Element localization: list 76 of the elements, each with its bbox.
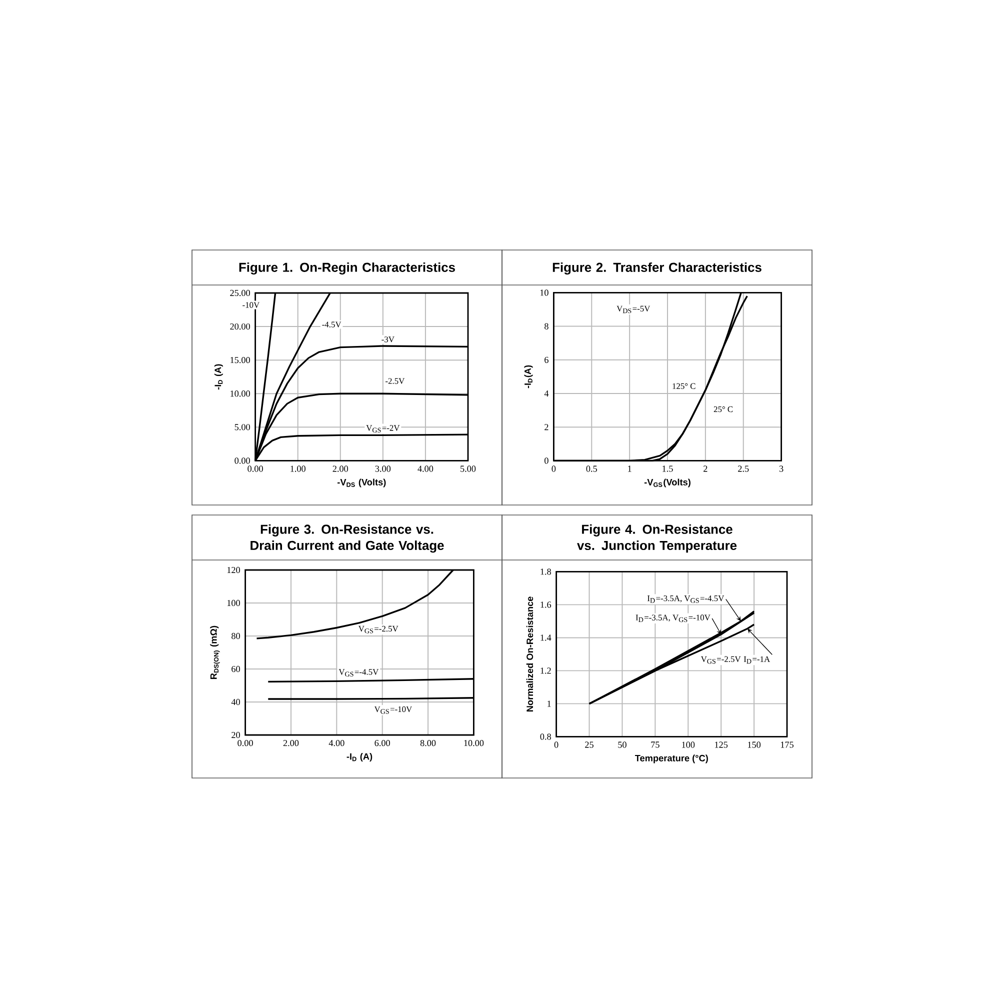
x-tick-label: 3.00 (375, 466, 391, 472)
y-axis-title: -I$_{D}$ (A) (214, 364, 223, 390)
series-label: I$_{D}$=-3.5A, V$_{GS}$=-10V (636, 614, 710, 622)
y-tick-label: 10 (540, 290, 548, 296)
chart-title: Figure 3. On-Resistance vs. Drain Current and Gate Voltage (250, 524, 444, 553)
y-tick-label: 0.00 (234, 458, 250, 464)
x-tick-label: 8.00 (420, 740, 436, 746)
y-tick-label: 80 (232, 632, 240, 640)
series-label: -2.5V (386, 378, 405, 384)
x-tick-label: 175 (780, 742, 794, 748)
x-axis-title: -I$_{D}$ (A) (346, 753, 372, 762)
x-tick-label: 100 (682, 742, 695, 748)
x-axis-title: Temperature (°C) (634, 754, 708, 764)
y-tick-label: 25.00 (230, 290, 250, 296)
annotation: V$_{DS}$=-5V (616, 306, 650, 314)
x-tick-label: 2 (704, 466, 708, 472)
y-tick-label: 1.8 (540, 568, 551, 575)
x-tick-label: 6.00 (374, 740, 390, 746)
x-tick-label: 75 (651, 742, 660, 748)
x-tick-label: 10.00 (464, 740, 484, 746)
x-tick-label: 0 (554, 742, 558, 748)
x-tick-label: 1 (628, 466, 632, 472)
x-tick-label: 0.5 (586, 466, 597, 472)
y-tick-label: 20.00 (230, 323, 250, 330)
y-tick-label: 2 (544, 424, 548, 430)
x-tick-label: 50 (618, 742, 626, 748)
x-tick-label: 4.00 (328, 740, 344, 746)
series-label: 25° C (714, 406, 733, 412)
y-axis-title: -I$_{D}$(A) (524, 365, 533, 388)
series-label: -4.5V (322, 322, 342, 328)
y-tick-label: 10.00 (230, 390, 250, 397)
x-tick-label: 2.00 (332, 466, 348, 472)
x-tick-label: 25 (585, 742, 594, 748)
x-tick-label: 2.5 (738, 466, 749, 472)
x-tick-label: 2.00 (283, 740, 299, 746)
y-tick-label: 20 (232, 732, 240, 738)
x-tick-label: 0.00 (248, 466, 263, 472)
y-tick-label: 1 (548, 700, 551, 707)
y-tick-label: 1.4 (540, 634, 552, 641)
x-tick-label: 3 (779, 466, 784, 472)
y-tick-label: 5.00 (234, 424, 250, 430)
y-tick-label: 4 (544, 390, 549, 396)
y-tick-label: 40 (231, 698, 240, 706)
x-tick-label: 5.00 (460, 466, 476, 472)
series-label: V$_{GS}$=-4.5V (338, 669, 379, 677)
series-label: -3V (382, 336, 394, 342)
y-tick-label: 6 (544, 356, 548, 363)
chart-title: Figure 4. On-Resistance vs. Junction Temperature (577, 524, 737, 553)
x-tick-label: 125 (715, 742, 728, 748)
chart-title: Figure 2. Transfer Characteristics (552, 262, 762, 275)
series-label: 125° C (672, 383, 696, 389)
y-tick-label: 15.00 (230, 356, 250, 364)
series-label: V$_{GS}$=-2.5V (358, 626, 398, 634)
x-tick-label: 0 (552, 466, 556, 472)
y-axis-title: R$_{DS(ON)}$ (mΩ) (210, 626, 220, 679)
series-label: -10V (242, 302, 260, 308)
y-tick-label: 8 (544, 323, 548, 330)
y-axis-title: Normalized On-Resistance (526, 596, 534, 712)
y-tick-label: 60 (232, 666, 240, 672)
y-tick-label: 0.8 (540, 734, 551, 740)
y-tick-label: 120 (227, 566, 240, 574)
series-label: V$_{GS}$=-2.5V I$_{D}$=-1A (700, 656, 770, 664)
text: I$_{D}$=-3.5A, V$_{GS}$=-4.5V (648, 595, 724, 603)
series-label: V$_{GS}$=-10V (374, 706, 412, 714)
x-tick-label: 4.00 (418, 466, 434, 472)
y-tick-label: 1.6 (540, 602, 552, 608)
x-axis-title: -V$_{DS}$ (Volts) (337, 478, 386, 488)
y-tick-label: 0 (544, 458, 548, 464)
chart-title: Figure 1. On-Regin Characteristics (239, 262, 455, 275)
series-label: V$_{GS}$=-2V (366, 425, 400, 433)
x-tick-label: 1.00 (290, 466, 306, 472)
y-tick-label: 1.2 (540, 668, 551, 674)
y-tick-label: 100 (227, 600, 240, 606)
x-tick-label: 1.5 (662, 466, 673, 472)
x-tick-label: 150 (748, 742, 761, 748)
x-axis-title: -V$_{GS}$(Volts) (644, 478, 690, 488)
